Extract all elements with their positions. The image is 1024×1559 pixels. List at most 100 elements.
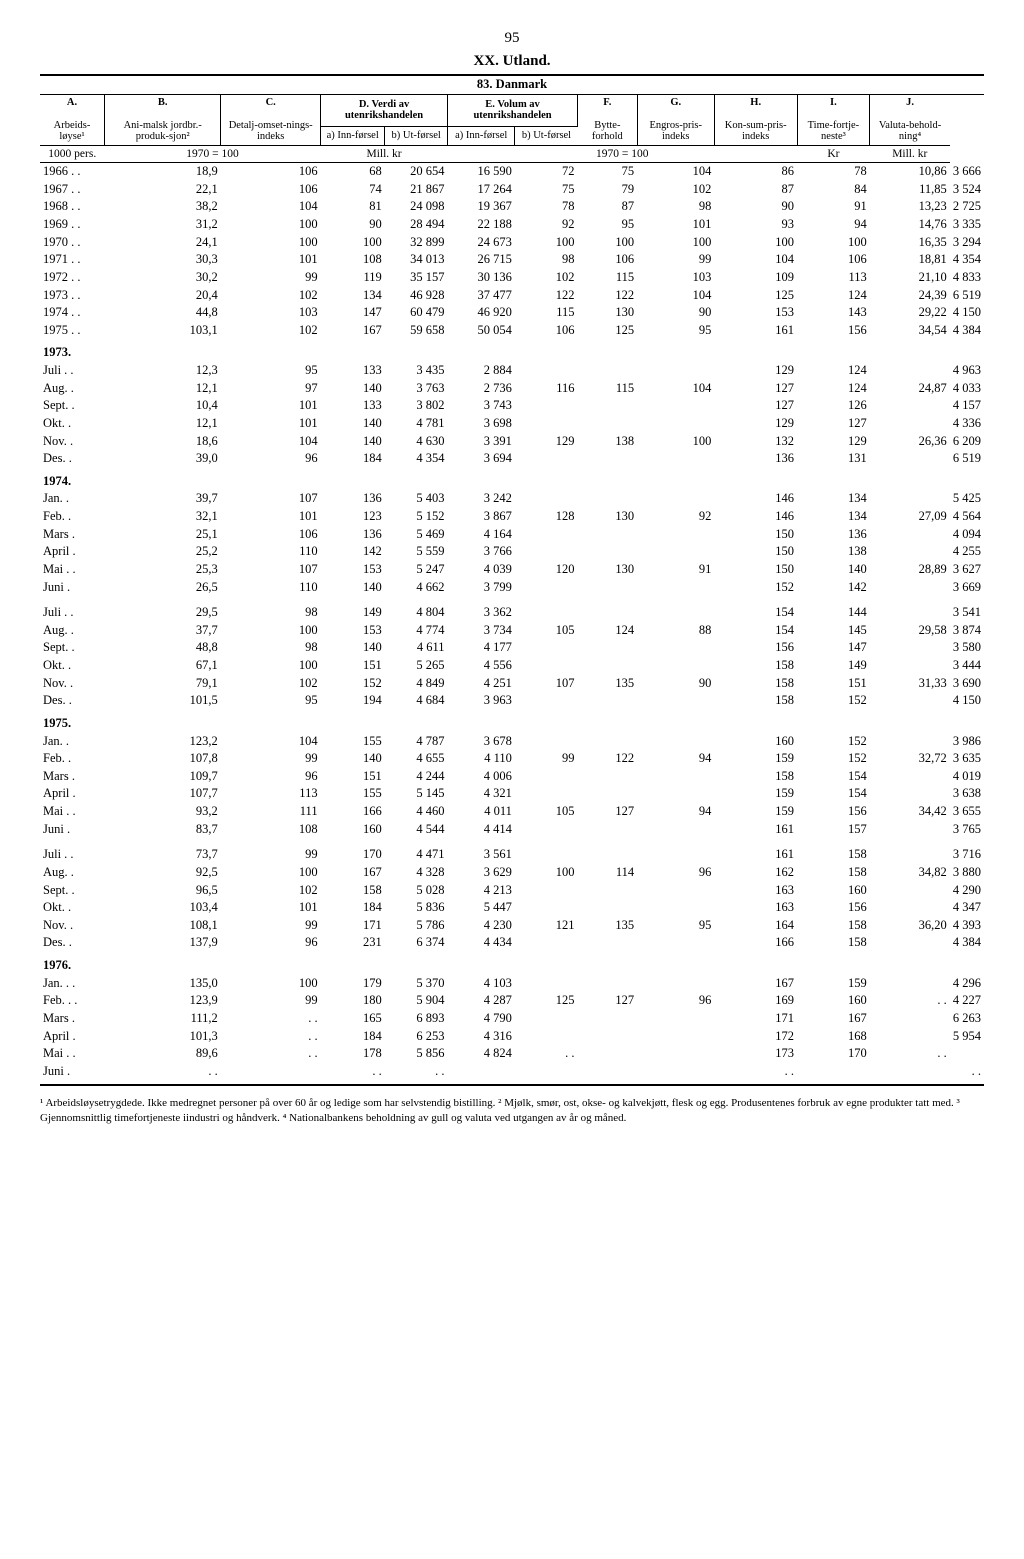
cell: 105 [515,622,578,640]
row-label: Mai . . [40,561,105,579]
cell: 4 564 [950,508,984,526]
cell: 101 [637,216,714,234]
cell: 4 630 [385,433,448,451]
cell: 169 [714,992,797,1010]
cell: 3 765 [950,821,984,839]
cell: 28 494 [385,216,448,234]
cell: 18,6 [105,433,221,451]
cell: 160 [714,733,797,751]
cell: 4 316 [448,1028,515,1046]
cell [578,1063,638,1081]
cell: 30,3 [105,251,221,269]
cell: 124 [797,287,870,305]
cell: 3 763 [385,380,448,398]
row-label: Nov. . [40,433,105,451]
cell [515,362,578,380]
cell: 3 874 [950,622,984,640]
row-label: Aug. . [40,864,105,882]
cell: 180 [321,992,385,1010]
cell: 140 [321,415,385,433]
cell [578,899,638,917]
cell: 25,3 [105,561,221,579]
cell: 145 [797,622,870,640]
cell: 48,8 [105,639,221,657]
cell [637,657,714,675]
cell: 3 391 [448,433,515,451]
cell [870,1010,950,1028]
row-label: Jan. . . [40,975,105,993]
cell [870,899,950,917]
cell: 122 [578,287,638,305]
cell: 6 209 [950,433,984,451]
cell: 12,3 [105,362,221,380]
col-I: I. [830,97,837,108]
cell [578,975,638,993]
row-label: Sept. . [40,397,105,415]
cell: 13,23 [870,198,950,216]
row-label: April . [40,1028,105,1046]
cell: 104 [221,733,321,751]
cell: 39,7 [105,490,221,508]
row-label: Nov. . [40,675,105,693]
cell: 3 766 [448,543,515,561]
cell [637,899,714,917]
cell: 184 [321,899,385,917]
cell: 122 [515,287,578,305]
cell: 158 [714,675,797,693]
cell: 153 [321,561,385,579]
cell: 73,7 [105,846,221,864]
cell [578,821,638,839]
cell: 86 [714,163,797,181]
cell: 4 177 [448,639,515,657]
cell: 72 [515,163,578,181]
cell [515,934,578,952]
cell [870,1028,950,1046]
cell [870,604,950,622]
cell: 142 [797,579,870,597]
cell: 111,2 [105,1010,221,1028]
row-label: Juli . . [40,604,105,622]
cell [870,1063,950,1081]
cell: 5 904 [385,992,448,1010]
cell [578,397,638,415]
cell: 135 [578,675,638,693]
cell: 3 444 [950,657,984,675]
row-label: 1968 . . [40,198,105,216]
col-F: F. [603,97,611,108]
table-row: Sept. .48,8981404 6114 1771561473 580 [40,639,984,657]
cell: 151 [321,768,385,786]
cell: 136 [797,526,870,544]
cell: 153 [321,622,385,640]
cell: 4 963 [950,362,984,380]
cell: 98 [221,639,321,657]
cell [515,490,578,508]
cell: 179 [321,975,385,993]
section-header: 1975. [40,710,984,733]
cell: 138 [797,543,870,561]
cell: 4 019 [950,768,984,786]
table-row: Aug. .12,1971403 7632 736116115104127124… [40,380,984,398]
cell: 138 [578,433,638,451]
cell: 98 [221,604,321,622]
unit-BC: 1970 = 100 [105,145,321,162]
row-label: April . [40,543,105,561]
cell: 144 [797,604,870,622]
cell [870,579,950,597]
cell: 108 [321,251,385,269]
row-label: Feb. . [40,750,105,768]
cell [578,415,638,433]
table-row: Aug. .92,51001674 3283 62910011496162158… [40,864,984,882]
cell: 4 471 [385,846,448,864]
cell: 3 627 [950,561,984,579]
cell: . . [714,1063,797,1081]
cell: 95 [637,917,714,935]
cell: 126 [797,397,870,415]
cell: 92 [515,216,578,234]
cell: 3 335 [950,216,984,234]
cell: 97 [221,380,321,398]
table-row: April .107,71131555 1454 3211591543 638 [40,785,984,803]
cell: 134 [797,508,870,526]
table-row: 1974 . .44,810314760 47946 9201151309015… [40,304,984,322]
cell: 104 [221,198,321,216]
row-label: 1966 . . [40,163,105,181]
